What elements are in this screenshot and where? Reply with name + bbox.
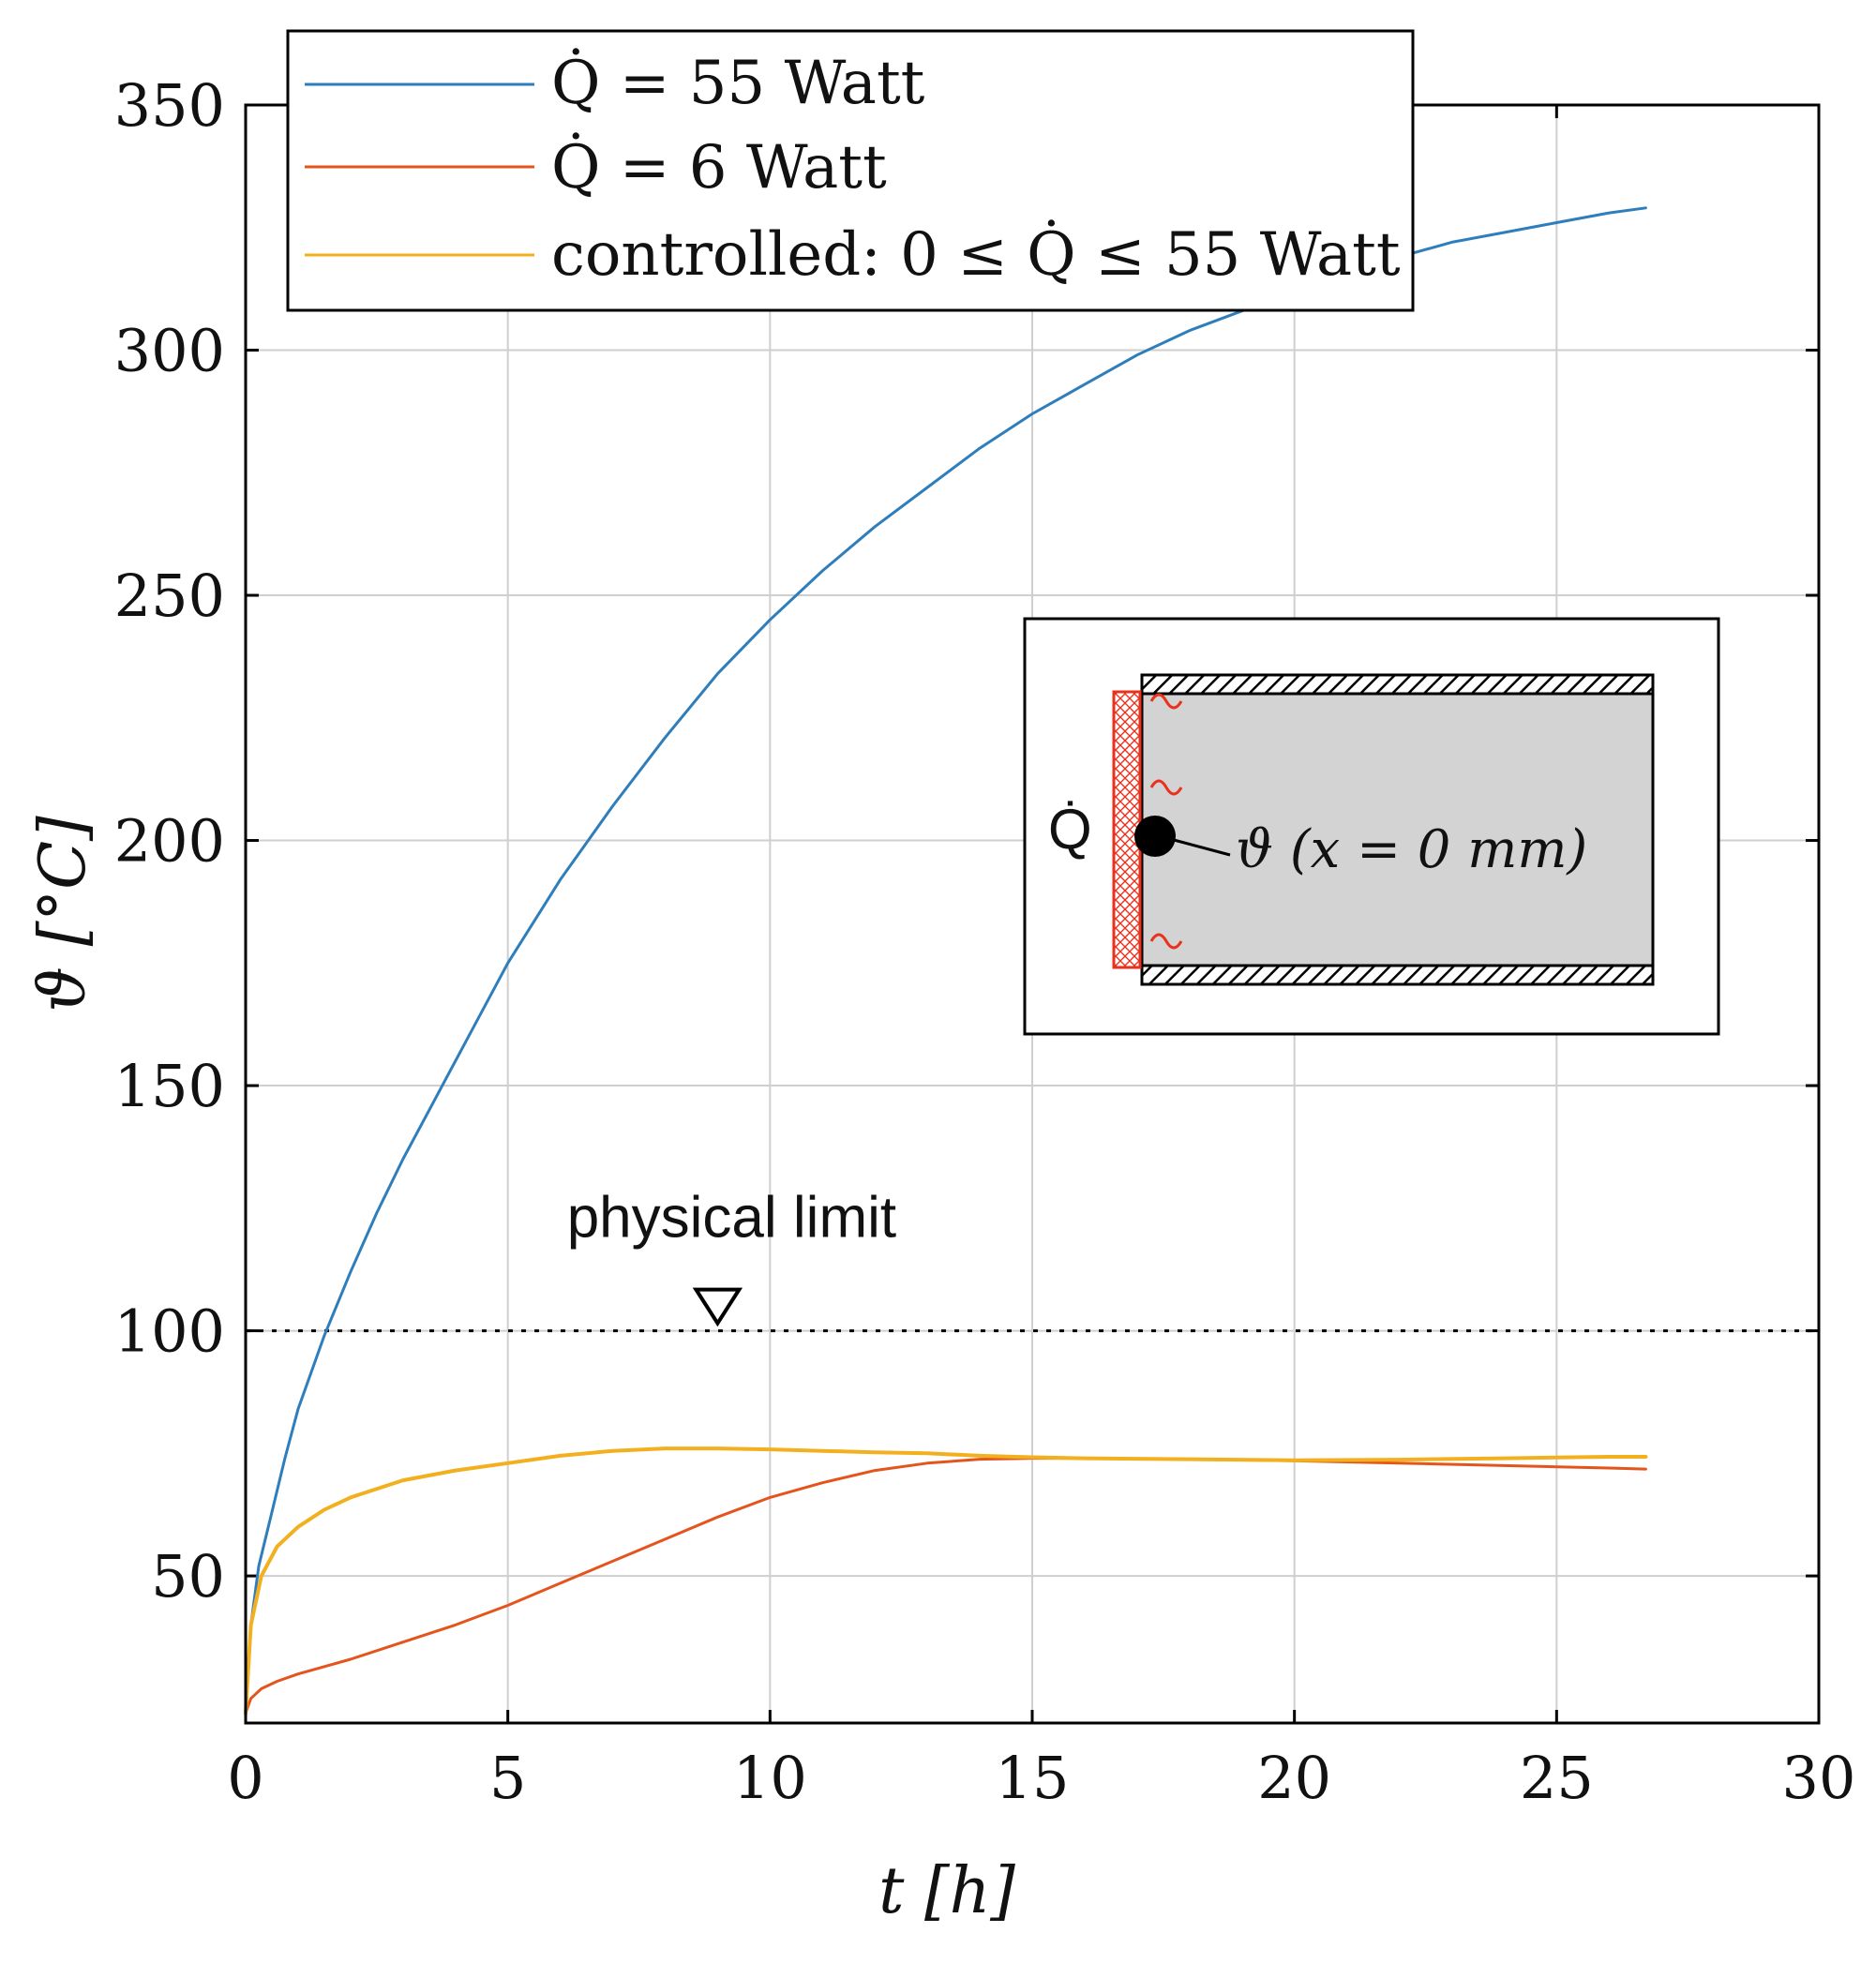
y-tick-label: 50 [151,1542,225,1611]
x-tick-label: 10 [733,1744,807,1812]
inset-bottom-wall [1140,964,1655,986]
x-tick-label: 25 [1520,1744,1594,1812]
x-tick-label: 30 [1782,1744,1856,1812]
y-tick-label: 250 [114,562,225,630]
y-tick-label: 100 [114,1297,225,1366]
y-tick-label: 200 [114,807,225,876]
x-tick-label: 0 [227,1744,263,1812]
legend-box [286,29,1415,312]
series-line-controlled [244,1446,1648,1716]
inset-sensor-leader [1173,838,1231,857]
y-tick-label: 150 [114,1052,225,1120]
legend: Q̇ = 55 Watt Q̇ = 6 Watt controlled: 0 ≤… [286,29,1415,312]
inset-sample-body [1140,692,1655,967]
inset-top-wall [1140,673,1655,696]
x-tick-label: 15 [996,1744,1070,1812]
y-axis-label: ϑ [°C] [26,816,100,1012]
legend-label-controlled: controlled: 0 ≤ Q̇ ≤ 55 Watt [551,218,1401,290]
legend-label-6w: Q̇ = 6 Watt [551,131,887,202]
y-axis-ticks: 50 100 150 200 250 300 350 [114,71,1819,1611]
physical-limit-label: physical limit [567,1186,896,1251]
inset-sensor-dot [1134,816,1176,857]
physical-limit-marker [692,1287,743,1327]
legend-label-55w: Q̇ = 55 Watt [551,47,925,118]
x-axis-ticks: 0 5 10 15 20 25 30 [227,105,1855,1812]
y-tick-label: 300 [114,317,225,385]
inset-diagram: Q̇ ϑ (x = 0 mm) [1023,617,1720,1036]
inset-heat-flux-waves [1149,693,1183,950]
y-tick-label: 350 [114,71,225,140]
inset-sensor-label: ϑ (x = 0 mm) [1236,819,1587,880]
x-tick-label: 5 [489,1744,526,1812]
x-tick-label: 20 [1257,1744,1331,1812]
inset-heat-label: Q̇ [1048,798,1092,861]
x-axis-label: t [h] [878,1854,1015,1928]
